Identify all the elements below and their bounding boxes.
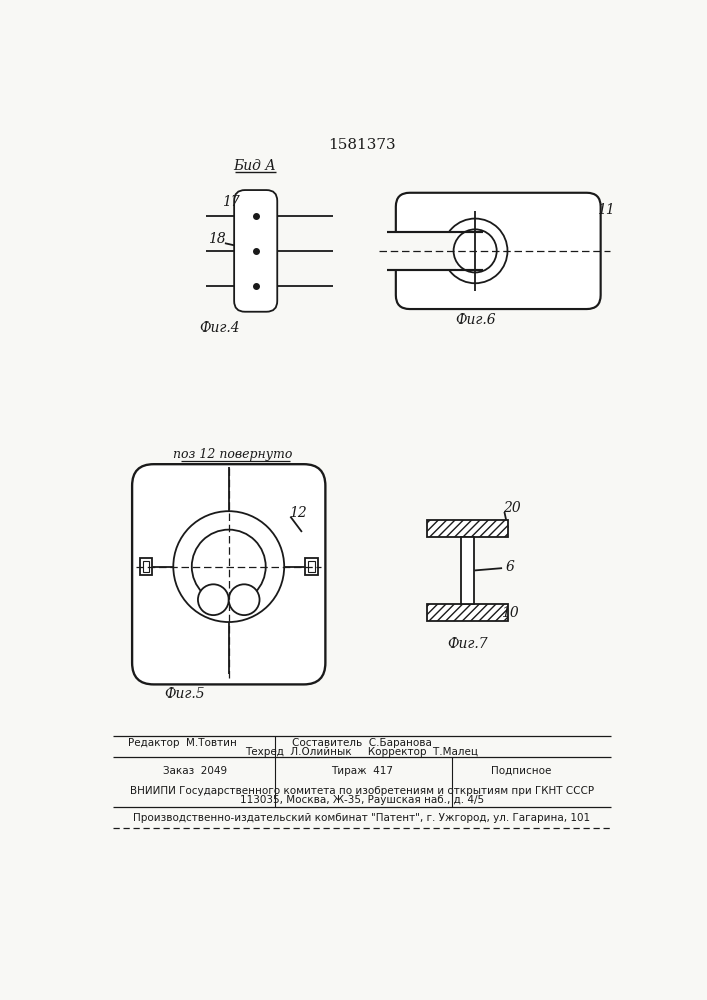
FancyBboxPatch shape [132, 464, 325, 684]
Bar [427, 604, 508, 621]
Text: 12: 12 [289, 506, 307, 520]
Text: Составитель  С.Баранова: Составитель С.Баранова [292, 738, 432, 748]
Text: Подписное: Подписное [491, 766, 551, 776]
Text: Бид А: Бид А [233, 159, 276, 173]
Bar [427, 520, 508, 537]
Text: 11: 11 [597, 203, 615, 217]
Text: 113035, Москва, Ж-35, Раушская наб., д. 4/5: 113035, Москва, Ж-35, Раушская наб., д. … [240, 795, 484, 805]
Circle shape [198, 584, 229, 615]
Text: Фиг.4: Фиг.4 [199, 321, 240, 335]
Bar [382, 232, 456, 270]
Text: Фиг.6: Фиг.6 [455, 313, 496, 327]
Bar [305, 558, 317, 575]
Text: 18: 18 [209, 232, 226, 246]
Circle shape [443, 219, 508, 283]
Text: Тираж  417: Тираж 417 [331, 766, 393, 776]
Circle shape [229, 584, 259, 615]
Bar [427, 520, 508, 537]
Bar [427, 604, 508, 621]
Text: 17: 17 [222, 195, 240, 209]
Bar [140, 558, 152, 575]
FancyBboxPatch shape [396, 193, 601, 309]
Text: Заказ  2049: Заказ 2049 [163, 766, 228, 776]
Text: ВНИИПИ Государственного комитета по изобретениям и открытиям при ГКНТ СССР: ВНИИПИ Государственного комитета по изоб… [130, 786, 594, 796]
Text: Редактор  М.Товтин: Редактор М.Товтин [128, 738, 237, 748]
Circle shape [192, 530, 266, 604]
Bar [143, 561, 149, 572]
Circle shape [173, 511, 284, 622]
Text: 20: 20 [503, 501, 521, 515]
Text: Производственно-издательский комбинат "Патент", г. Ужгород, ул. Гагарина, 101: Производственно-издательский комбинат "П… [134, 813, 590, 823]
Bar [308, 561, 315, 572]
Text: 10: 10 [501, 606, 519, 620]
Text: Фиг.5: Фиг.5 [165, 687, 205, 701]
Text: Техред  Л.Олийнык     Корректор  Т.Малец: Техред Л.Олийнык Корректор Т.Малец [245, 747, 479, 757]
Bar [460, 537, 474, 604]
Text: 6: 6 [506, 560, 514, 574]
Circle shape [454, 229, 497, 272]
Text: поз 12 повернуто: поз 12 повернуто [173, 448, 292, 461]
FancyBboxPatch shape [234, 190, 277, 312]
Text: Фиг.7: Фиг.7 [447, 637, 488, 651]
Text: 1581373: 1581373 [328, 138, 396, 152]
